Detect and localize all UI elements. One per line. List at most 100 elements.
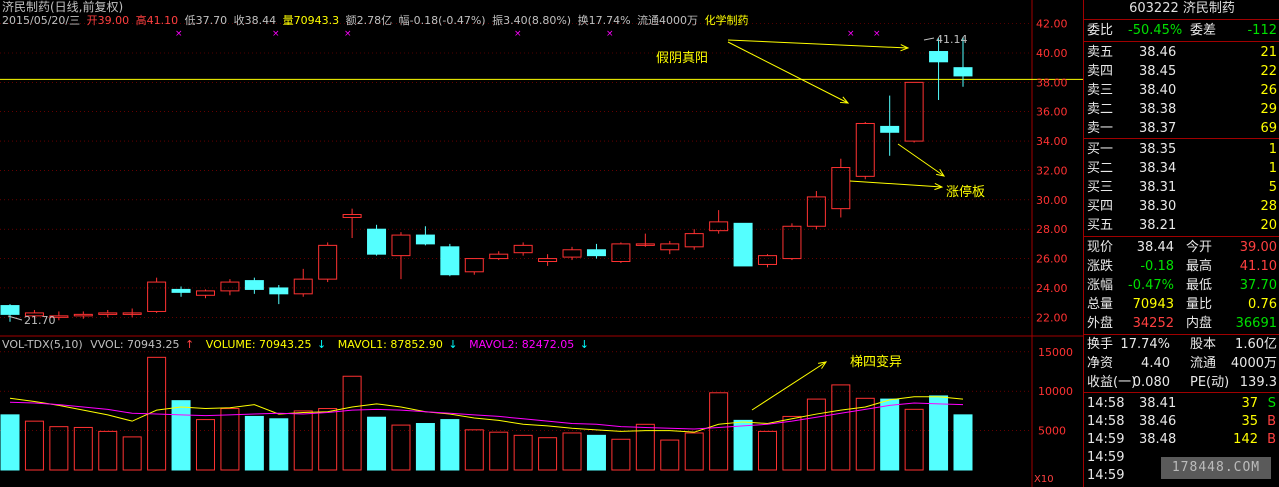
volume-bar bbox=[953, 414, 973, 471]
quote-label: 现价 bbox=[1087, 240, 1114, 255]
indicator-mavol2: MAVOL2: 82472.05 bbox=[469, 338, 574, 351]
kline-chart[interactable]: 42.00 40.00 38.00 36.00 34.00 32.00 30.00 28.00… bbox=[0, 0, 1083, 487]
candle-body bbox=[709, 221, 729, 232]
stat-label: 流通 bbox=[1190, 356, 1217, 371]
tick-qty: 37 bbox=[1241, 396, 1258, 411]
volume-bar bbox=[367, 416, 387, 471]
diff-label: 委差 bbox=[1190, 23, 1217, 38]
volume-bar bbox=[318, 408, 338, 471]
quote-value: 0.76 bbox=[1248, 297, 1277, 312]
bid-label: 买五 bbox=[1087, 218, 1114, 233]
ask-price: 38.45 bbox=[1139, 64, 1177, 79]
info-amplitude: 振3.40(8.80%) bbox=[492, 13, 571, 27]
tick-row: 14:58 38.41 37 S bbox=[1084, 394, 1279, 413]
stat-label: PE(动) bbox=[1190, 375, 1230, 390]
ask-price: 38.38 bbox=[1139, 102, 1177, 117]
volume-bar bbox=[489, 431, 509, 471]
volume-bar bbox=[0, 414, 20, 471]
candle bbox=[855, 122, 875, 180]
candle-body bbox=[586, 249, 606, 257]
info-turnover: 换17.74% bbox=[578, 13, 631, 27]
candle bbox=[464, 258, 484, 275]
tick-row: 14:58 38.46 35 B bbox=[1084, 412, 1279, 431]
bid-qty: 5 bbox=[1268, 180, 1277, 195]
price-tick-label: 38.00 bbox=[1036, 76, 1068, 89]
candle bbox=[880, 95, 900, 156]
candle-body bbox=[24, 312, 44, 317]
candlestick-series bbox=[0, 36, 973, 322]
price-tick-label: 26.00 bbox=[1036, 253, 1068, 266]
quote-value: -0.18 bbox=[1140, 259, 1174, 274]
bid-row: 买五 38.21 20 bbox=[1084, 216, 1279, 235]
quote-row: 现价 38.44 今开 39.00 bbox=[1084, 238, 1279, 257]
event-marker: × bbox=[606, 29, 614, 39]
bid-qty: 1 bbox=[1268, 142, 1277, 157]
stat-value: 4000万 bbox=[1230, 356, 1277, 371]
quote-value: 38.44 bbox=[1136, 240, 1174, 255]
candle bbox=[220, 279, 240, 296]
candle bbox=[342, 208, 362, 239]
volume-bar bbox=[758, 430, 778, 471]
candle-body bbox=[195, 290, 215, 296]
info-float: 流通4000万 bbox=[637, 13, 698, 27]
candle-body bbox=[269, 287, 289, 295]
ask-qty: 22 bbox=[1260, 64, 1277, 79]
candle-body bbox=[244, 280, 264, 290]
info-sector: 化学制药 bbox=[705, 13, 749, 27]
candle bbox=[391, 232, 411, 280]
stats-row: 换手 17.74% 股本 1.60亿 bbox=[1084, 335, 1279, 354]
ask-row: 卖四 38.45 22 bbox=[1084, 62, 1279, 81]
ask-label: 卖三 bbox=[1087, 83, 1114, 98]
volume-bar bbox=[391, 424, 411, 471]
stat-value: 17.74% bbox=[1120, 337, 1170, 352]
tick-time: 14:58 bbox=[1087, 396, 1125, 411]
candle-body bbox=[464, 258, 484, 273]
candle-body bbox=[880, 125, 900, 133]
ask-row: 卖三 38.40 26 bbox=[1084, 81, 1279, 100]
annotation-arrow bbox=[727, 39, 909, 49]
candle-body bbox=[342, 214, 362, 218]
indicator-vvol: VVOL: 70943.25 bbox=[90, 338, 179, 351]
low-label-pointer bbox=[7, 315, 23, 321]
quote-label: 总量 bbox=[1087, 297, 1114, 312]
volume-unit-label: X10 bbox=[1034, 474, 1054, 485]
quote-row: 涨跌 -0.18 最高 41.10 bbox=[1084, 257, 1279, 276]
stock-symbol: 603222 济民制药 bbox=[1129, 1, 1235, 16]
indicator-name: VOL-TDX(5,10) bbox=[2, 338, 83, 351]
ask-row: 卖二 38.38 29 bbox=[1084, 100, 1279, 119]
candle-body bbox=[147, 281, 167, 312]
quote-label: 今开 bbox=[1186, 240, 1213, 255]
candle-body bbox=[660, 243, 680, 251]
volume-tick-label: 10000 bbox=[1038, 385, 1073, 398]
stat-value: 139.3 bbox=[1239, 375, 1277, 390]
volume-bar bbox=[733, 419, 753, 471]
price-tick-label: 22.00 bbox=[1036, 311, 1068, 324]
event-marker: × bbox=[272, 29, 280, 39]
stat-label: 净资 bbox=[1087, 356, 1114, 371]
low-price-label: 21.70 bbox=[24, 314, 56, 327]
candle bbox=[122, 308, 142, 318]
quote-value: 70943 bbox=[1132, 297, 1174, 312]
volume-bar bbox=[293, 410, 313, 471]
price-tick-label: 30.00 bbox=[1036, 194, 1068, 207]
candle bbox=[611, 242, 631, 263]
tick-side: S bbox=[1267, 396, 1276, 411]
ask-qty: 29 bbox=[1260, 102, 1277, 117]
event-marker: × bbox=[847, 29, 855, 39]
ratio-label: 委比 bbox=[1087, 23, 1114, 38]
tick-row: 14:59 bbox=[1084, 448, 1279, 467]
price-tick-label: 36.00 bbox=[1036, 106, 1068, 119]
candle bbox=[684, 229, 704, 250]
annotation-fake-yin: 假阴真阳 bbox=[656, 51, 708, 66]
candle bbox=[513, 242, 533, 256]
annotation-ladder: 梯四变异 bbox=[850, 354, 902, 370]
stat-value: 1.60亿 bbox=[1235, 337, 1277, 352]
volume-bar bbox=[440, 419, 460, 471]
quote-label: 涨跌 bbox=[1087, 259, 1114, 274]
candle-body bbox=[635, 243, 655, 246]
candle bbox=[440, 243, 460, 277]
quote-value: 37.70 bbox=[1239, 278, 1277, 293]
candle-body bbox=[489, 253, 509, 260]
candle-body bbox=[684, 233, 704, 248]
candle-body bbox=[929, 51, 949, 63]
